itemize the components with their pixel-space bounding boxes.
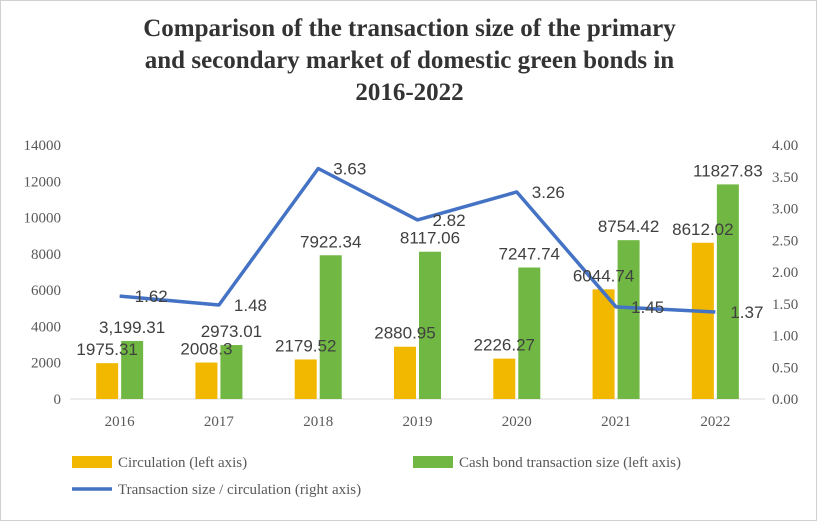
y-left-tick-label: 10000 <box>24 211 62 227</box>
data-label-cash-bond: 2973.01 <box>201 322 262 341</box>
legend-swatch-cash-bond <box>413 456 453 468</box>
y-right-tick-label: 0.50 <box>772 360 798 376</box>
y-left-tick-label: 4000 <box>31 319 61 335</box>
data-label-circulation: 2179.52 <box>275 336 336 355</box>
y-left-tick-label: 12000 <box>24 174 62 190</box>
x-tick-label: 2016 <box>105 414 136 430</box>
y-left-tick-label: 6000 <box>31 283 61 299</box>
data-label-cash-bond: 8117.06 <box>400 229 460 248</box>
data-label-circulation: 2226.27 <box>474 336 535 355</box>
data-label-circulation: 6044.74 <box>573 266 634 285</box>
bar-cash-bond <box>518 267 541 399</box>
chart-title-line-2: and secondary market of domestic green b… <box>144 47 675 74</box>
bar-circulation <box>294 359 317 399</box>
chart-title-line-1: Comparison of the transaction size of th… <box>143 15 676 42</box>
data-label-circulation: 1975.31 <box>76 340 137 359</box>
bar-cash-bond <box>617 240 640 399</box>
data-label-ratio: 3.26 <box>532 183 565 202</box>
y-right-tick-label: 3.00 <box>772 202 798 218</box>
data-label-ratio: 1.45 <box>631 298 664 317</box>
data-label-ratio: 2.82 <box>433 211 466 230</box>
data-label-cash-bond: 7247.74 <box>499 245 560 264</box>
bar-cash-bond <box>716 184 739 399</box>
bar-cash-bond <box>419 251 441 399</box>
y-right-tick-label: 4.00 <box>772 138 798 154</box>
data-label-circulation: 2008.3 <box>180 340 232 359</box>
y-left-tick-label: 0 <box>54 392 62 408</box>
chart-title-line-3: 2016-2022 <box>355 79 464 106</box>
legend-label-circulation: Circulation (left axis) <box>118 455 247 471</box>
x-tick-label: 2019 <box>403 414 433 430</box>
x-tick-label: 2021 <box>601 414 631 430</box>
bar-cash-bond <box>220 345 243 399</box>
data-label-cash-bond: 7922.34 <box>300 232 361 251</box>
y-right-tick-label: 1.00 <box>772 329 798 345</box>
data-label-ratio: 1.48 <box>234 296 267 315</box>
data-label-cash-bond: 3,199.31 <box>99 318 165 337</box>
line-ratio-series <box>119 166 716 314</box>
bar-circulation <box>592 289 615 399</box>
y-right-tick-label: 2.00 <box>772 265 798 281</box>
data-label-ratio: 3.63 <box>333 159 366 178</box>
data-label-circulation: 2880.95 <box>374 324 435 343</box>
x-tick-label: 2018 <box>303 414 333 430</box>
y-left-tick-label: 2000 <box>31 356 61 372</box>
bar-circulation <box>96 363 119 399</box>
data-label-cash-bond: 8754.42 <box>598 217 659 236</box>
legend-swatch-circulation <box>72 456 112 468</box>
bar-circulation <box>493 358 516 399</box>
bar-circulation <box>691 242 714 399</box>
data-label-cash-bond: 11827.83 <box>693 161 763 180</box>
chart-title: Comparison of the transaction size of th… <box>61 13 758 109</box>
y-right-tick-label: 1.50 <box>772 297 798 313</box>
legend-label-cash-bond: Cash bond transaction size (left axis) <box>459 455 681 471</box>
data-label-ratio: 1.37 <box>730 303 763 322</box>
y-right-tick-label: 0.00 <box>772 392 798 408</box>
data-label-ratio: 1.62 <box>135 287 168 306</box>
data-label-circulation: 8612.02 <box>672 220 733 239</box>
y-right-tick-label: 2.50 <box>772 233 798 249</box>
y-right-tick-label: 3.50 <box>772 170 798 186</box>
bar-cash-bond <box>121 340 144 399</box>
x-tick-label: 2017 <box>204 414 235 430</box>
y-left-tick-label: 14000 <box>24 138 62 154</box>
x-tick-label: 2022 <box>700 414 730 430</box>
y-left-tick-label: 8000 <box>31 247 61 263</box>
x-tick-label: 2020 <box>502 414 532 430</box>
legend-label-ratio: Transaction size / circulation (right ax… <box>118 482 361 498</box>
bar-cash-bond <box>319 255 342 399</box>
bar-circulation <box>195 362 218 399</box>
bar-circulation <box>394 346 416 399</box>
